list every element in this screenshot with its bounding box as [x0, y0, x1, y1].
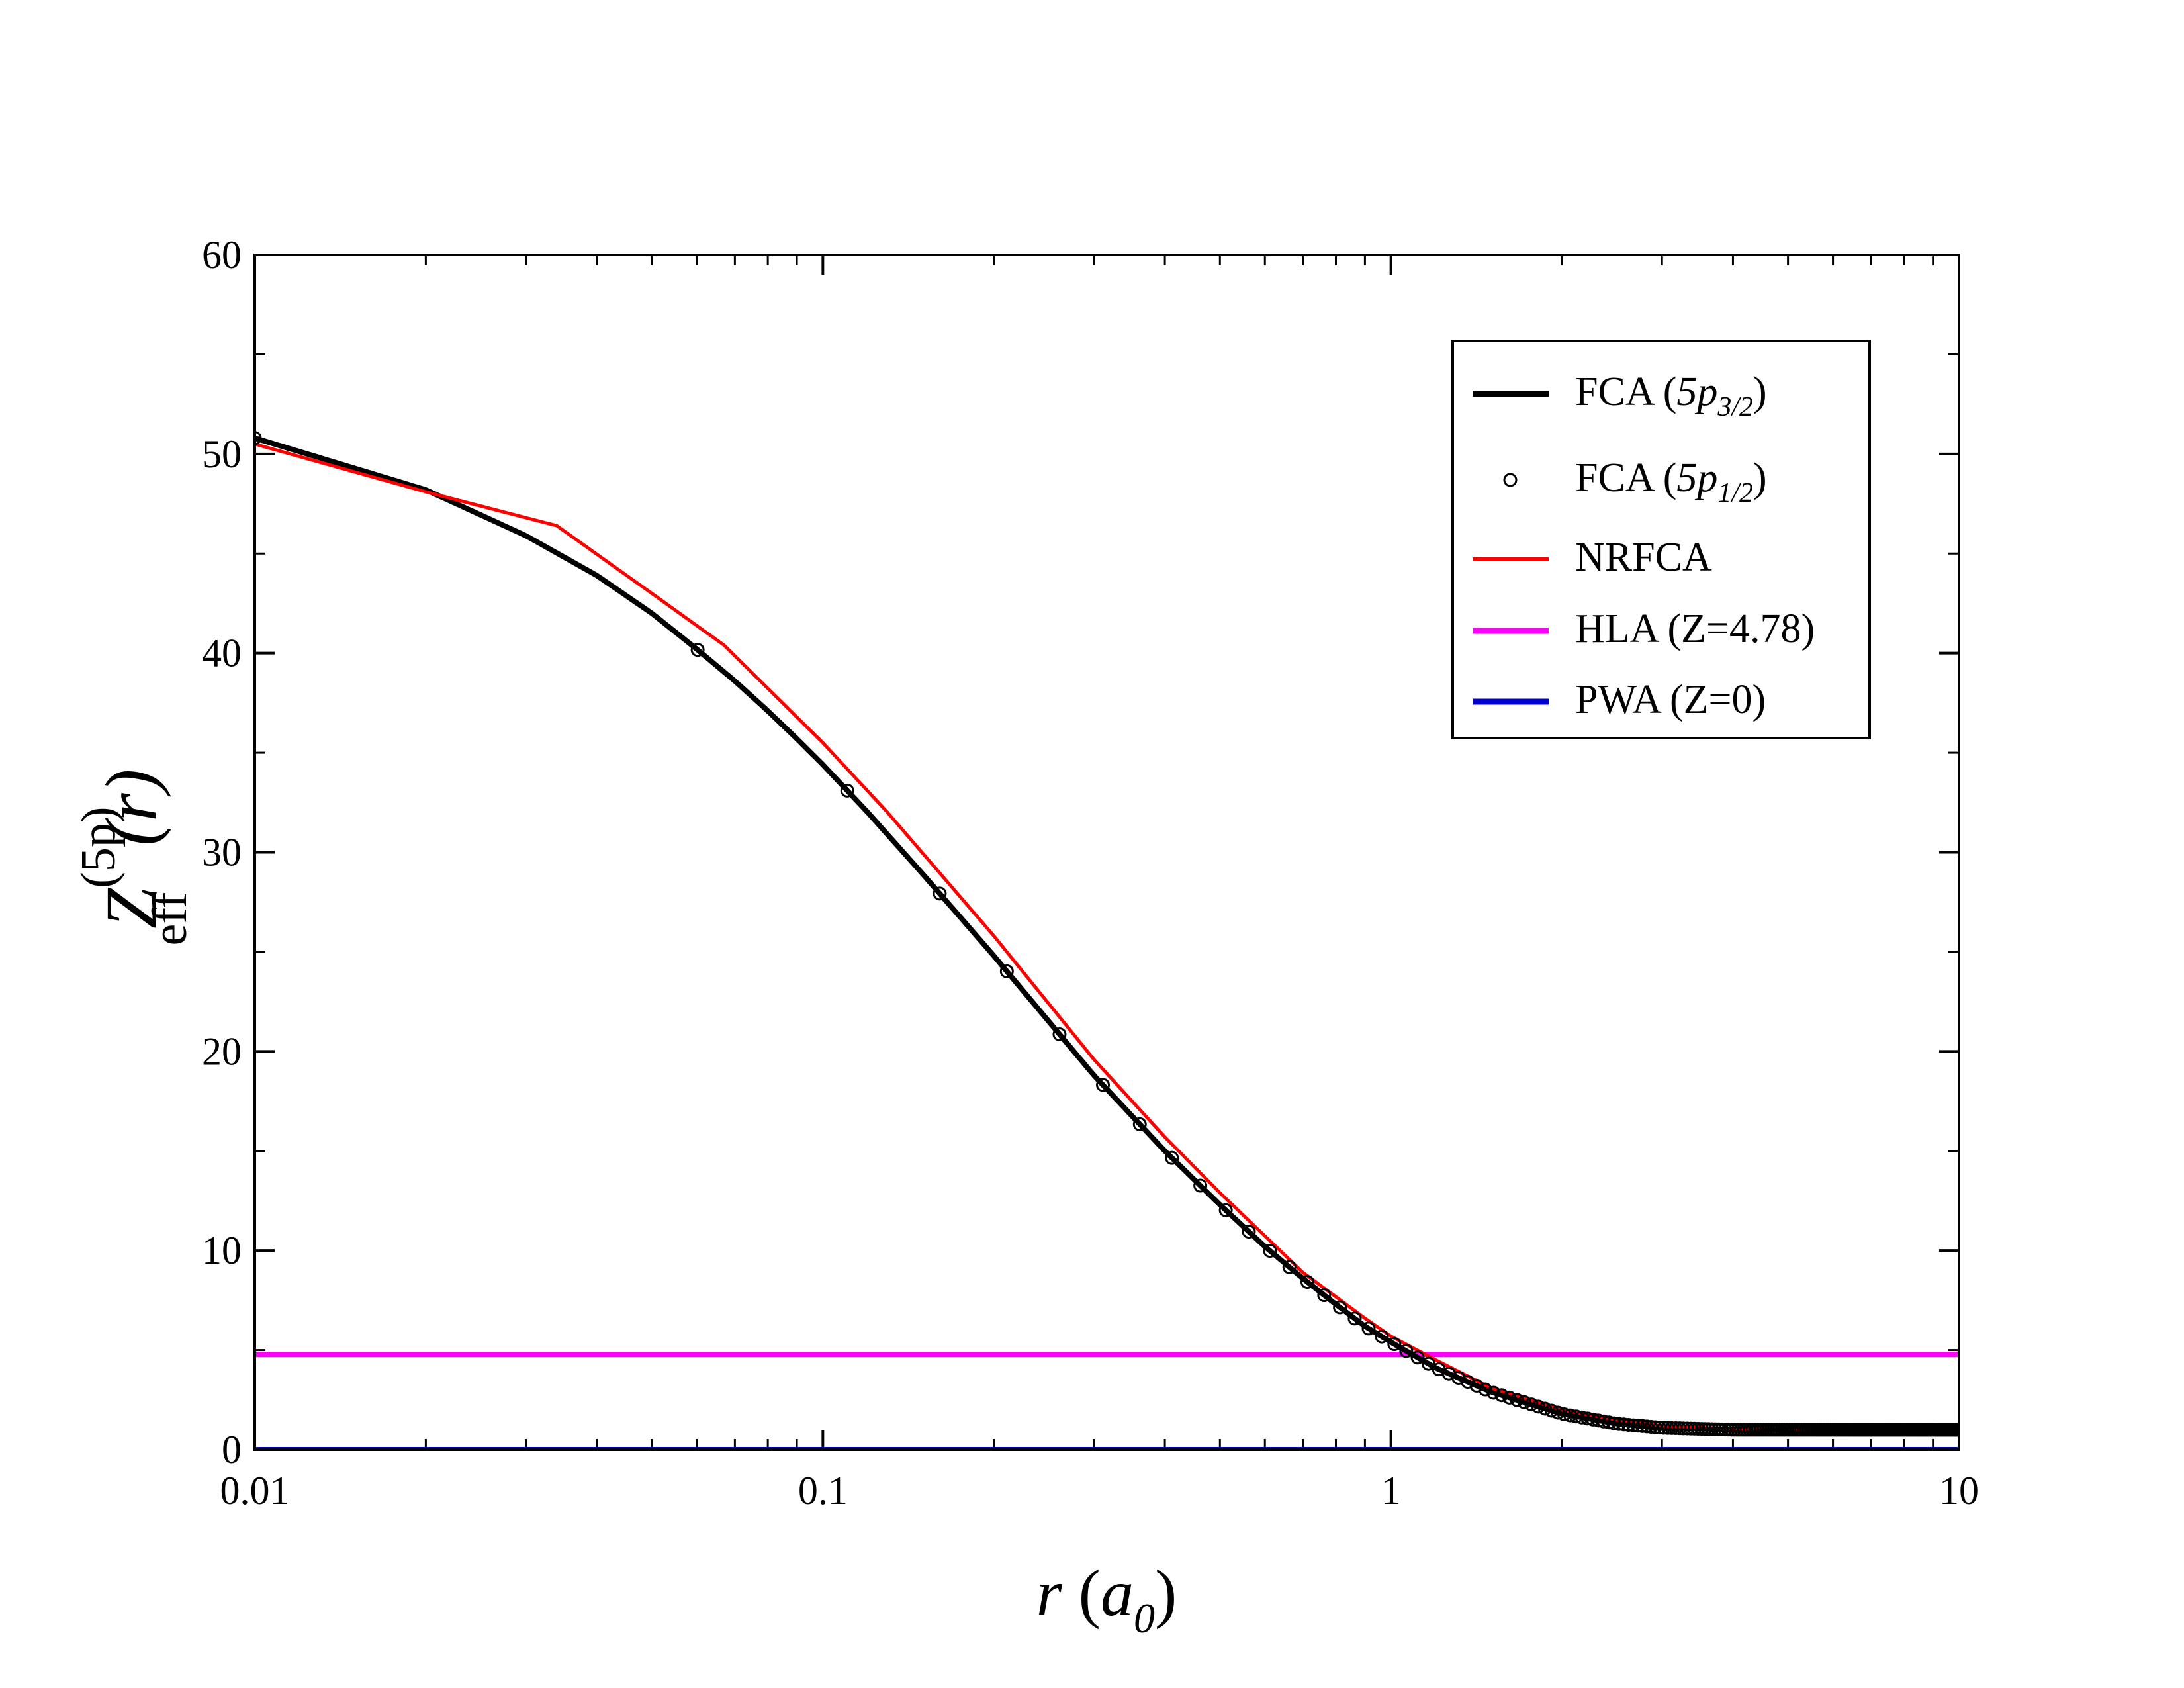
series-point — [1052, 1027, 1067, 1041]
y-axis-label-var: Z — [91, 887, 171, 929]
plot-frame — [253, 254, 1960, 1451]
series-point — [1524, 1397, 1539, 1412]
series-point — [999, 964, 1014, 978]
x-tick-label: 0.01 — [220, 1469, 290, 1513]
series-point — [1282, 1260, 1297, 1274]
series-point — [1387, 1337, 1402, 1352]
series-point — [1607, 1416, 1621, 1430]
y-tick-label: 50 — [202, 432, 242, 476]
series-point — [1399, 1344, 1414, 1358]
tick-labels: 0.01 0.1 1 10 0 10 20 30 40 50 60 — [202, 233, 1979, 1513]
series-point — [1361, 1321, 1376, 1336]
series-point — [1242, 1225, 1256, 1239]
series-point — [1502, 1390, 1517, 1405]
series-point — [1486, 1385, 1501, 1400]
series-point — [1494, 1388, 1509, 1403]
legend: FCA (5p3/2) FCA (5p1/2) NRFCA HLA (Z=4.7… — [1451, 340, 1871, 739]
series-point — [1544, 1403, 1559, 1418]
series-point — [1193, 1178, 1208, 1193]
series-point — [933, 886, 947, 901]
series-point — [690, 643, 705, 657]
y-tick-label: 40 — [202, 632, 242, 675]
y-tick-label: 30 — [202, 831, 242, 874]
series-group — [255, 431, 1959, 1450]
series-point — [1510, 1393, 1524, 1407]
series-point — [1591, 1413, 1606, 1428]
series-point — [840, 783, 854, 798]
x-axis-label: r (a0) — [1036, 1556, 1177, 1642]
y-axis-label: Z(5p) eff (r) — [71, 769, 197, 946]
series-point — [1621, 1417, 1636, 1432]
series-point — [1639, 1419, 1654, 1434]
x-axis-label-paren-close: ) — [1155, 1556, 1177, 1630]
series-point — [1317, 1288, 1332, 1303]
series-point — [1635, 1419, 1650, 1433]
legend-label-nrfca: NRFCA — [1575, 535, 1712, 580]
series-point — [1517, 1395, 1531, 1409]
legend-label-hla: HLA (Z=4.78) — [1575, 606, 1815, 651]
legend-label-pwa: PWA (Z=0) — [1575, 677, 1766, 722]
series-point — [1461, 1375, 1475, 1389]
x-axis-label-unit: a — [1101, 1556, 1134, 1630]
series-point — [1375, 1329, 1389, 1344]
series-point — [1617, 1417, 1631, 1432]
legend-box — [1451, 340, 1871, 739]
series-point — [1596, 1414, 1611, 1429]
legend-swatch-fca-12 — [1503, 473, 1518, 487]
y-axis-label-sub: eff — [143, 892, 197, 945]
series-point — [1410, 1350, 1425, 1365]
y-tick-label: 10 — [202, 1229, 242, 1272]
series-point — [1631, 1419, 1645, 1433]
y-tick-label: 60 — [202, 233, 242, 277]
series-point — [1952, 1423, 1959, 1437]
legend-label-fca-32: FCA (5p3/2) — [1575, 369, 1767, 422]
series-point — [1132, 1117, 1147, 1131]
series-point — [1333, 1300, 1347, 1315]
series-point — [255, 431, 262, 445]
x-tick-label: 10 — [1939, 1469, 1979, 1513]
series-point — [1218, 1203, 1233, 1217]
series-point — [1626, 1418, 1641, 1432]
series-point — [1300, 1275, 1314, 1289]
series-point — [1096, 1078, 1111, 1092]
x-axis-label-paren-open: ( — [1062, 1556, 1101, 1630]
x-axis-label-unit-sub: 0 — [1134, 1595, 1155, 1642]
series-point — [1421, 1356, 1435, 1371]
series-point — [1537, 1401, 1552, 1416]
legend-label-fca-12: FCA (5p1/2) — [1575, 455, 1767, 508]
series-point — [1602, 1415, 1616, 1430]
x-tick-label: 0.1 — [798, 1469, 848, 1513]
series-point — [1469, 1378, 1484, 1393]
series-point — [1263, 1244, 1277, 1258]
series-point — [1165, 1150, 1179, 1165]
series-point — [1478, 1382, 1492, 1397]
series-point — [1612, 1417, 1626, 1431]
x-tick-label: 1 — [1381, 1469, 1401, 1513]
series-point — [1347, 1311, 1362, 1326]
y-axis-label-sup: (5p) — [71, 806, 126, 888]
y-axis-label-arg: (r) — [91, 769, 171, 846]
y-tick-label: 0 — [222, 1428, 242, 1472]
x-axis-label-var: r — [1036, 1556, 1063, 1630]
y-tick-label: 20 — [202, 1029, 242, 1073]
series-point — [1531, 1399, 1545, 1414]
